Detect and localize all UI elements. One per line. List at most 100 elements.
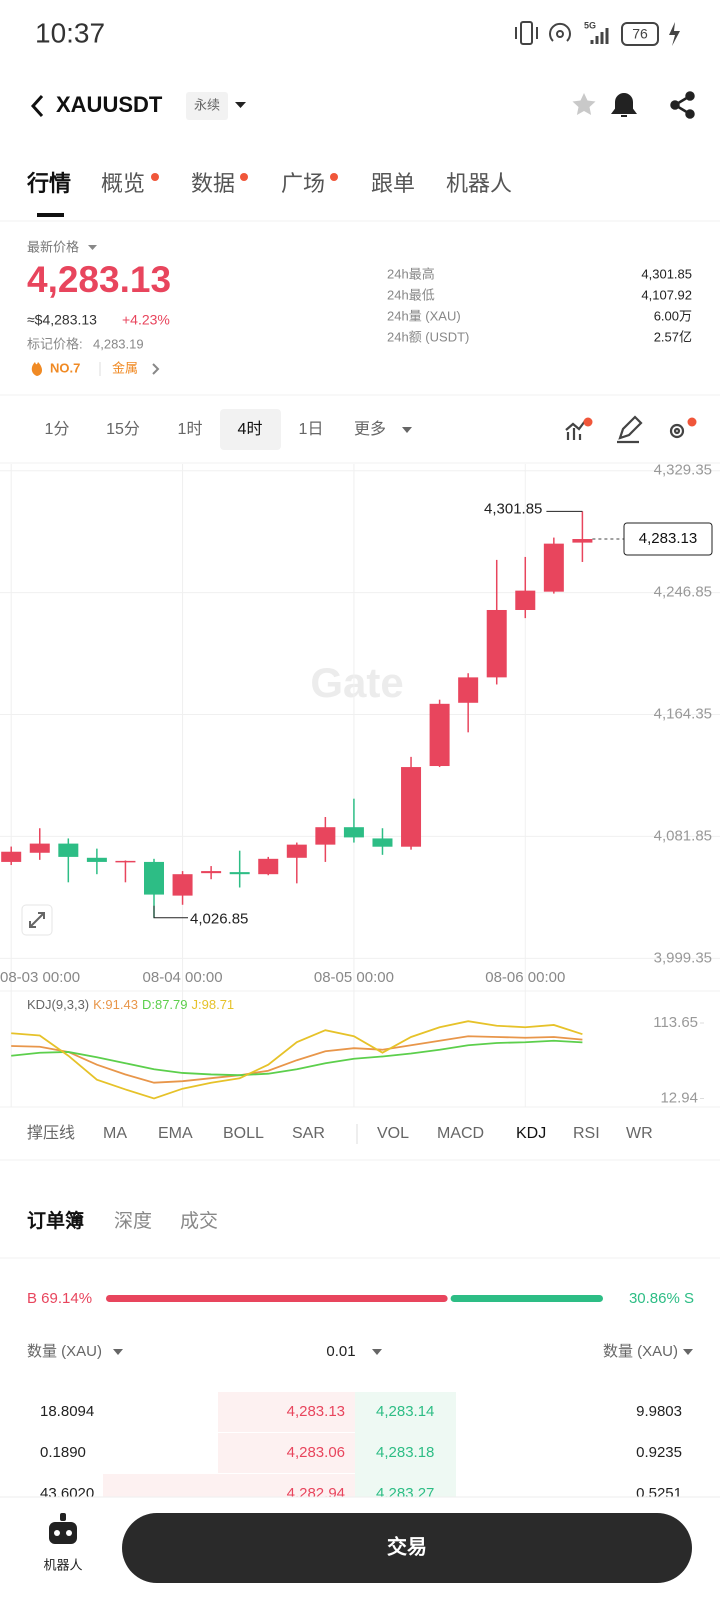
orderbook-tab[interactable]: 订单簿 (27, 1209, 84, 1232)
stat-label: 24h额 (USDT) (387, 329, 469, 344)
tab[interactable]: 数据 (191, 171, 235, 196)
favorite-icon[interactable] (572, 93, 596, 115)
bid-price: 4,283.13 (287, 1403, 345, 1420)
tab[interactable]: 广场 (281, 171, 325, 196)
interval[interactable]: 1分 (45, 420, 70, 438)
sector[interactable]: 金属 (112, 360, 138, 375)
ask-quantity: 9.9803 (636, 1403, 682, 1420)
indicator-tab[interactable]: KDJ (516, 1125, 546, 1142)
orderbook-tab[interactable]: 成交 (180, 1210, 218, 1232)
candle-body (515, 590, 536, 610)
indicator-tab[interactable]: BOLL (223, 1125, 264, 1142)
share-icon[interactable] (670, 91, 695, 119)
ask-price: 4,283.18 (376, 1444, 434, 1461)
candle-body (172, 874, 193, 896)
trade-label[interactable]: 交易 (387, 1534, 427, 1558)
candle-body (229, 872, 250, 875)
y-tick-label: 113.65 (653, 1014, 698, 1031)
bid-price: 4,283.06 (287, 1444, 345, 1461)
buy-bar (106, 1295, 448, 1302)
robot-label[interactable]: 机器人 (43, 1557, 82, 1572)
candle-body (401, 767, 422, 847)
stat-value: 4,107.92 (641, 287, 692, 302)
stat-label: 24h最低 (387, 287, 435, 302)
interval[interactable]: 更多 (354, 420, 386, 438)
candle-body (29, 843, 50, 853)
tab[interactable]: 跟单 (371, 171, 415, 196)
contract-tag: 永续 (194, 97, 220, 112)
sell-ratio: 30.86% S (629, 1290, 694, 1307)
indicator-tab[interactable]: VOL (377, 1125, 409, 1142)
depth-background (103, 1392, 456, 1514)
tab-dots (151, 173, 338, 181)
tab-indicator (37, 213, 64, 217)
x-tick-label: 08-06 00:00 (485, 969, 565, 986)
interval[interactable]: 1时 (178, 420, 203, 438)
candle-body (343, 827, 364, 838)
tag-box (186, 92, 228, 120)
y-tick-label: 4,329.35 (654, 462, 712, 479)
candle-body (372, 838, 393, 847)
indicator-tab[interactable]: 撑压线 (27, 1124, 75, 1142)
caret (88, 245, 97, 250)
column-header[interactable]: 数量 (XAU) (603, 1343, 678, 1360)
high-label: 4,301.85 (484, 500, 542, 517)
header-carets[interactable] (113, 1349, 693, 1355)
candle-body (258, 858, 279, 875)
chart-tools[interactable] (565, 415, 697, 444)
candle-body (572, 539, 593, 543)
interval[interactable]: 4时 (238, 420, 263, 438)
tab[interactable]: 概览 (101, 171, 145, 196)
bottom-bar (0, 1496, 720, 1600)
stat-value: 6.00万 (654, 308, 692, 323)
ask-price: 4,283.14 (376, 1403, 434, 1420)
network: 5G (584, 20, 596, 30)
buy-ratio: B 69.14% (27, 1290, 92, 1307)
candle-body (315, 827, 336, 845)
ask-quantity: 0.9235 (636, 1444, 682, 1461)
legend-entry: D:87.79 (142, 997, 188, 1012)
interval[interactable]: 15分 (106, 420, 140, 438)
robot-icon[interactable] (49, 1513, 77, 1544)
stat-value: 4,301.85 (641, 266, 692, 281)
interval[interactable]: 1日 (299, 421, 324, 438)
candle-body (144, 861, 164, 895)
fire-icon (31, 362, 43, 376)
precision[interactable]: 0.01 (326, 1343, 355, 1360)
indicator-tab[interactable]: SAR (292, 1125, 325, 1142)
candle-body (115, 860, 136, 863)
y-tick-label: 12.94 (660, 1089, 698, 1106)
candle-body (1, 851, 22, 862)
indicator-line (11, 1039, 583, 1077)
tab[interactable]: 机器人 (446, 171, 512, 196)
expand-button[interactable] (21, 904, 53, 936)
candle-body (201, 871, 222, 874)
indicator-tab[interactable]: MACD (437, 1125, 484, 1142)
battery: 76 (632, 26, 648, 42)
chevron[interactable] (152, 363, 160, 375)
y-tick-label: 4,164.35 (654, 706, 712, 723)
orderbook-tab[interactable]: 深度 (114, 1210, 152, 1232)
indicator-tab[interactable]: WR (626, 1125, 653, 1142)
candle-body (458, 677, 479, 703)
trade-button[interactable] (122, 1513, 692, 1583)
candle-body (58, 843, 79, 857)
column-header[interactable]: 数量 (XAU) (27, 1343, 102, 1360)
stat-label: 24h量 (XAU) (387, 308, 461, 323)
candle-body (286, 844, 307, 858)
indicator-tab[interactable]: EMA (158, 1125, 193, 1142)
x-tick-label: 08-05 00:00 (314, 969, 394, 986)
legend-title: KDJ(9,3,3) (27, 997, 89, 1012)
stat-value: 2.57亿 (654, 329, 692, 344)
x-tick-label: 08-04 00:00 (143, 969, 223, 986)
y-tick-label: 3,999.35 (654, 949, 712, 966)
alert-icon[interactable] (611, 92, 637, 117)
indicator-tab[interactable]: RSI (573, 1125, 600, 1142)
bid-quantity: 0.1890 (40, 1444, 86, 1461)
candle-body (543, 543, 564, 592)
caret[interactable] (235, 102, 246, 108)
back-button[interactable] (30, 94, 44, 118)
indicator-tab[interactable]: MA (103, 1125, 127, 1142)
tab[interactable]: 行情 (26, 171, 71, 196)
